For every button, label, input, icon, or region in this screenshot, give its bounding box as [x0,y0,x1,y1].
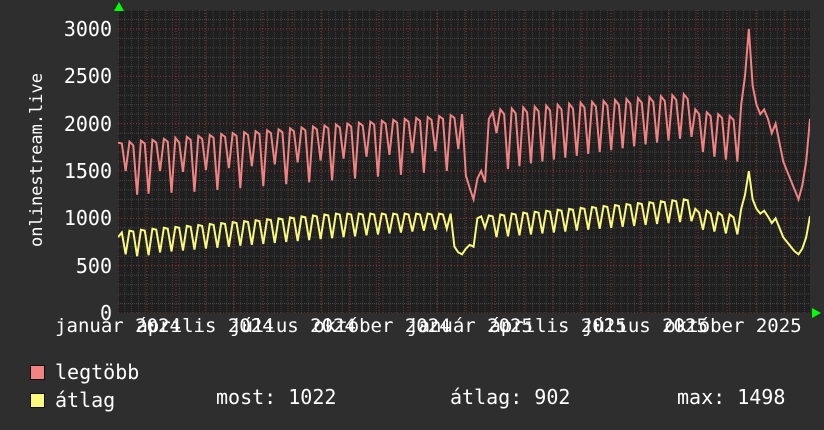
legend-item-legtobb: legtöbb [30,358,139,386]
x-tick-label: július 2024 [230,315,356,337]
legend: legtöbb átlag most: 1022 átlag: 902 max:… [0,356,824,430]
x-tick-label: október 2025 [664,315,802,337]
y-tick-label: 500 [75,253,112,278]
legend-swatch-atlag [30,392,45,408]
y-tick-label: 1000 [63,206,112,231]
x-tick-label: október 2024 [313,315,451,337]
y-tick-label: 3000 [63,16,112,41]
y-tick-label: 1500 [63,158,112,183]
x-tick-label: április 2024 [136,315,274,337]
y-tick-label: 2000 [63,111,112,136]
legend-swatch-legtobb [30,364,45,380]
plot-canvas [118,10,810,313]
x-axis-ticks: január 2024 április 2024 július 2024 októbe… [0,314,824,340]
x-tick-label: január 2024 [55,315,181,337]
y-tick-label: 0 [99,301,112,325]
legend-label-legtobb: legtöbb [55,360,140,384]
x-tick-label: január 2025 [407,315,533,337]
legend-item-atlag: átlag [30,386,115,414]
stat-maximum: max: 1498 [677,385,786,409]
stat-average: átlag: 902 [450,385,571,409]
y-axis-ticks: 0 500 1000 1500 2000 2500 3000 [0,0,112,430]
legend-label-atlag: átlag [55,388,116,412]
x-axis-arrow-icon [812,308,821,318]
stat-current: most: 1022 [216,385,337,409]
x-tick-label: április 2025 [489,315,627,337]
x-tick-label: július 2025 [582,315,708,337]
y-tick-label: 2500 [63,64,112,89]
y-axis-arrow-icon [114,2,124,11]
plot-area [118,10,810,313]
